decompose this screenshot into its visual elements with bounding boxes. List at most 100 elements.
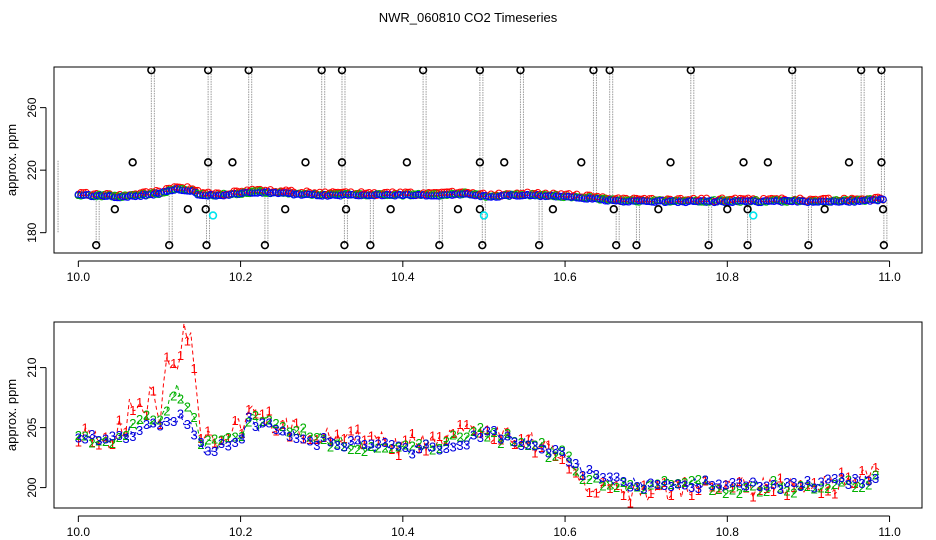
bottom-point-series2: 2 (82, 429, 89, 444)
bottom-point-series1: 1 (872, 460, 879, 475)
bottom-point-series1: 1 (640, 478, 647, 493)
bottom-point-series2: 2 (852, 480, 859, 495)
bottom-point-series3: 3 (545, 446, 552, 461)
bottom-point-series3: 3 (565, 454, 572, 469)
flag-marker (749, 211, 758, 220)
bottom-point-series3: 3 (102, 432, 109, 447)
bottom-point-series2: 2 (783, 483, 790, 498)
bottom-point-series3: 3 (129, 429, 136, 444)
bottom-point-series3: 3 (388, 437, 395, 452)
bottom-point-series3: 3 (552, 442, 559, 457)
bottom-point-series3: 3 (777, 482, 784, 497)
bottom-x-tick-label: 10.2 (229, 525, 253, 539)
bottom-point-series2: 2 (143, 408, 150, 423)
bottom-point-series2: 2 (436, 441, 443, 456)
bottom-point-series2: 2 (197, 437, 204, 452)
bottom-point-series2: 2 (749, 478, 756, 493)
bottom-point-series3: 3 (681, 477, 688, 492)
bottom-point-series1: 1 (334, 426, 341, 441)
bottom-point-series1: 1 (852, 476, 859, 491)
bottom-point-series1: 1 (252, 407, 259, 422)
bottom-point-series2: 2 (395, 440, 402, 455)
bottom-point-series3: 3 (674, 476, 681, 491)
bottom-point-series3: 3 (170, 414, 177, 429)
bottom-point-series1: 1 (129, 403, 136, 418)
bottom-point-series1: 1 (545, 438, 552, 453)
bottom-point-series2: 2 (204, 432, 211, 447)
outlier-marker-mid-low (280, 205, 290, 214)
outlier-marker-high (317, 67, 326, 75)
top-point-series3 (669, 197, 677, 205)
bottom-point-series1: 1 (504, 424, 511, 439)
bottom-point-series3: 3 (293, 431, 300, 446)
bottom-point-series1: 1 (756, 483, 763, 498)
bottom-point-series3: 3 (599, 470, 606, 485)
bottom-point-series3: 3 (688, 480, 695, 495)
bottom-point-series1: 1 (804, 479, 811, 494)
bottom-point-series1: 1 (306, 432, 313, 447)
bottom-point-series3: 3 (824, 472, 831, 487)
bottom-point-series3: 3 (702, 472, 709, 487)
bottom-point-series3: 3 (852, 471, 859, 486)
bottom-point-series1: 1 (743, 480, 750, 495)
bottom-point-series2: 2 (531, 437, 538, 452)
bottom-x-tick-label: 10.4 (391, 525, 415, 539)
bottom-point-series1: 1 (497, 432, 504, 447)
bottom-point-series2: 2 (620, 475, 627, 490)
bottom-point-series1: 1 (490, 432, 497, 447)
bottom-point-series3: 3 (715, 476, 722, 491)
bottom-point-series2: 2 (811, 482, 818, 497)
bottom-point-series3: 3 (245, 410, 252, 425)
bottom-point-series3: 3 (368, 436, 375, 451)
outlier-marker-mid-low (386, 205, 395, 214)
bottom-point-series3: 3 (122, 431, 129, 446)
bottom-point-series1: 1 (150, 384, 157, 399)
bottom-point-series1: 1 (313, 432, 320, 447)
bottom-point-series1: 1 (783, 488, 790, 503)
bottom-point-series1: 1 (695, 483, 702, 498)
bottom-point-series1: 1 (770, 484, 777, 499)
outlier-marker-low (879, 240, 889, 250)
bottom-point-series3: 3 (783, 475, 790, 490)
outlier-marker-mid-low (548, 205, 558, 214)
bottom-point-series2: 2 (593, 471, 600, 486)
bottom-point-series2: 2 (347, 442, 354, 457)
outlier-marker-high (337, 67, 347, 75)
bottom-point-series3: 3 (627, 479, 634, 494)
bottom-point-series1: 1 (191, 361, 198, 376)
bottom-point-series2: 2 (109, 436, 116, 451)
bottom-point-series1: 1 (170, 356, 177, 371)
outlier-marker-high (605, 67, 614, 75)
bottom-point-series3: 3 (225, 439, 232, 454)
bottom-point-series1: 1 (388, 442, 395, 457)
flag-marker (479, 211, 489, 220)
top-x-tick-label: 10.4 (391, 270, 415, 284)
bottom-point-series2: 2 (756, 485, 763, 500)
outlier-marker-high (589, 67, 598, 75)
bottom-point-series2: 2 (463, 430, 470, 445)
bottom-point-series3: 3 (647, 476, 654, 491)
bottom-point-series1: 1 (197, 431, 204, 446)
bottom-point-series1: 1 (354, 421, 361, 436)
bottom-point-series3: 3 (211, 444, 218, 459)
bottom-point-series1: 1 (811, 475, 818, 490)
bottom-point-series3: 3 (756, 479, 763, 494)
outlier-marker-mid-low (475, 205, 485, 214)
bottom-point-series1: 1 (368, 429, 375, 444)
bottom-point-series2: 2 (668, 477, 675, 492)
bottom-point-series3: 3 (790, 475, 797, 490)
top-point-series3 (373, 190, 381, 199)
bottom-point-series1: 1 (340, 431, 347, 446)
bottom-point-series2: 2 (559, 443, 566, 458)
bottom-point-series2: 2 (402, 438, 409, 453)
bottom-point-series1: 1 (613, 478, 620, 493)
bottom-point-series1: 1 (763, 481, 770, 496)
top-panel: 10.0 10.2 10.4 10.6 10.8 11.0 180 220 260 approx.… (4, 66, 923, 284)
bottom-point-series3: 3 (75, 430, 82, 445)
outlier-marker-low (164, 240, 174, 250)
bottom-point-series1: 1 (736, 474, 743, 489)
outlier-marker-mid-high (301, 158, 310, 167)
bottom-point-series2: 2 (368, 439, 375, 454)
bottom-point-series3: 3 (572, 456, 579, 471)
bottom-point-series2: 2 (470, 424, 477, 439)
